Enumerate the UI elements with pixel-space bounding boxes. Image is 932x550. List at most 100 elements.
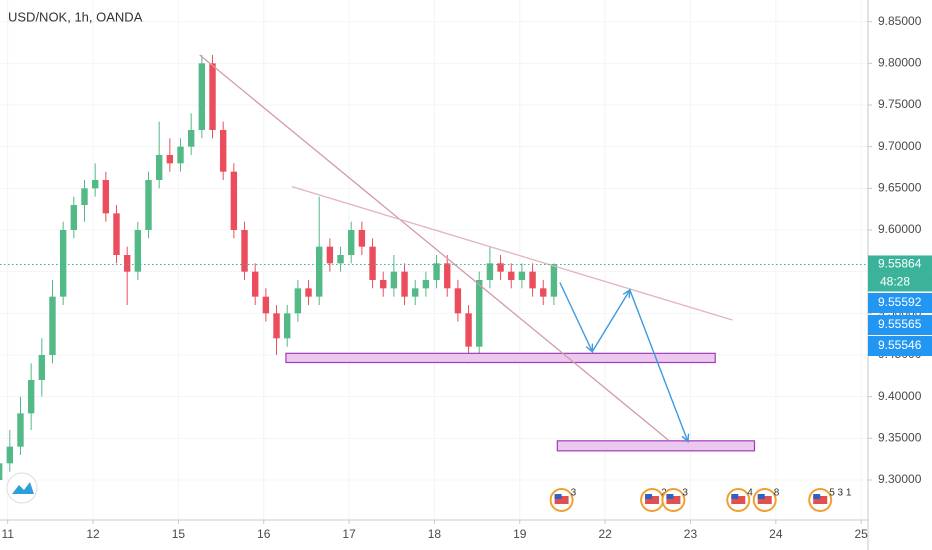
logo-mark <box>12 482 34 494</box>
candle-body <box>518 271 526 280</box>
grid <box>0 0 868 520</box>
zone <box>556 440 756 452</box>
candle-body <box>433 263 440 280</box>
candle-body <box>134 230 142 272</box>
y-tick-label: 9.70000 <box>878 139 922 153</box>
event-flag-canton <box>731 494 739 499</box>
event-flag-stripes <box>554 496 569 504</box>
y-tick-label: 9.85000 <box>878 14 922 28</box>
logo <box>6 472 38 504</box>
y-tick-label: 9.65000 <box>878 181 922 195</box>
x-tick-label: 23 <box>684 527 698 541</box>
price-tag-label: 9.55546 <box>878 338 922 352</box>
candle-body <box>59 230 67 297</box>
countdown-label: 48:28 <box>880 275 910 289</box>
x-tick-label: 25 <box>854 527 868 541</box>
chart-title: USD/NOK, 1h, OANDA <box>8 9 143 24</box>
candle-body <box>17 413 24 447</box>
candle-body <box>390 271 398 289</box>
candle-body <box>529 271 536 289</box>
event-count: 5 3 1 <box>829 488 852 499</box>
event-flag-canton <box>757 494 765 499</box>
candle-body <box>166 155 174 164</box>
candle-body <box>27 380 35 414</box>
candle-body <box>241 230 248 272</box>
candle-body <box>6 446 14 464</box>
candle-body <box>412 288 419 297</box>
y-tick-label: 9.80000 <box>878 56 922 70</box>
event-flag-stripes <box>731 496 746 504</box>
last-price-label: 9.55864 <box>878 257 922 271</box>
event-flag-stripes <box>757 496 772 504</box>
candle-body <box>187 130 195 147</box>
candle-body <box>369 246 376 280</box>
candle-body <box>454 288 462 314</box>
candle-body <box>113 213 120 255</box>
event-flag-stripes <box>813 496 828 504</box>
candle-body <box>219 130 227 172</box>
candle-body <box>316 246 323 297</box>
candle-body <box>540 288 547 297</box>
event-flag-canton <box>554 494 562 499</box>
plot: 323485 3 1 <box>0 54 868 512</box>
candle-body <box>508 271 515 280</box>
trendline <box>199 54 669 441</box>
candle-body <box>38 355 46 380</box>
candle-body <box>198 63 206 131</box>
candle-body <box>401 271 408 297</box>
candle-body <box>177 146 184 164</box>
axes: 9.300009.350009.400009.450009.500009.550… <box>1 14 932 541</box>
event-flag-canton <box>813 494 821 499</box>
x-tick-label: 12 <box>86 527 100 541</box>
arrow-head <box>585 343 594 354</box>
candle-body <box>230 171 238 230</box>
price-tag <box>868 336 932 356</box>
x-tick-label: 16 <box>257 527 271 541</box>
last-price-tag <box>868 255 932 274</box>
candle-body <box>422 280 430 289</box>
x-tick-label: 19 <box>513 527 527 541</box>
candle-body <box>444 263 451 289</box>
arrow-head <box>622 288 631 299</box>
y-tick-label: 9.35000 <box>878 431 922 445</box>
zone <box>285 352 716 364</box>
y-tick-label: 9.60000 <box>878 222 922 236</box>
candle-body <box>326 246 334 264</box>
candle-body <box>273 313 280 339</box>
candle-body <box>380 280 387 289</box>
candle-body <box>155 155 163 180</box>
y-tick-label: 9.40000 <box>878 389 922 403</box>
candle-body <box>337 255 344 264</box>
event-count: 8 <box>774 488 780 499</box>
x-tick-label: 24 <box>769 527 783 541</box>
x-tick-label: 18 <box>428 527 442 541</box>
candle-body <box>550 264 558 297</box>
candle-body <box>348 230 355 255</box>
candle-body <box>251 271 259 297</box>
x-tick-label: 15 <box>172 527 186 541</box>
candle-body <box>102 180 110 214</box>
candle-body <box>486 263 494 280</box>
x-tick-label: 11 <box>1 527 14 541</box>
event-count: 3 <box>682 488 688 499</box>
projection-path <box>559 282 689 442</box>
candle-body <box>70 205 78 230</box>
candle-body <box>81 188 88 205</box>
y-tick-label: 9.30000 <box>878 472 922 486</box>
candle-body <box>465 313 472 347</box>
price-tag-label: 9.55592 <box>878 295 922 309</box>
event-flag-stripes <box>645 496 660 504</box>
candle-body <box>358 230 366 247</box>
event-count: 3 <box>571 488 577 499</box>
event-flag-stripes <box>666 496 681 504</box>
candle-body <box>497 263 504 272</box>
candle-body <box>0 463 3 480</box>
y-tick-label: 9.75000 <box>878 97 922 111</box>
candle-body <box>294 288 302 314</box>
trendline <box>291 186 733 321</box>
candle-body <box>262 296 270 314</box>
x-tick-label: 22 <box>598 527 612 541</box>
